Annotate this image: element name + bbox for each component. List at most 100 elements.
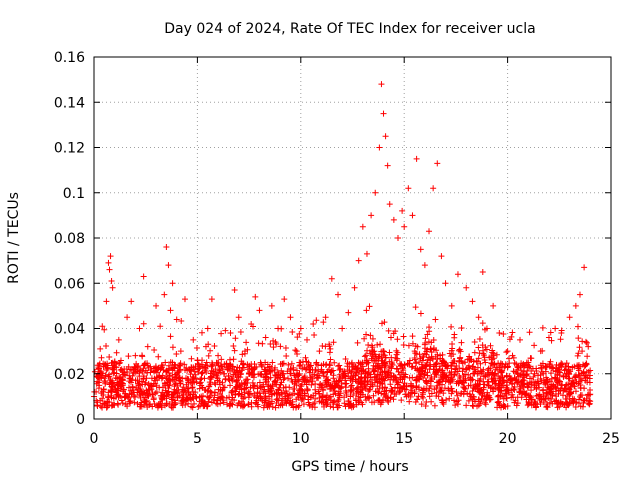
data-point [384,368,391,375]
data-point [214,397,221,404]
data-point [264,361,271,368]
data-point [469,387,476,394]
data-point [280,370,287,377]
data-point [570,400,577,407]
data-point [448,302,455,309]
data-point [373,354,380,361]
data-point [557,387,564,394]
data-point [371,399,378,406]
data-point [273,381,280,388]
data-point [426,385,433,392]
data-point [460,377,467,384]
data-point [117,385,124,392]
data-point [548,370,555,377]
data-point [480,352,487,359]
data-point [402,371,409,378]
data-point [348,359,355,366]
data-point [511,360,518,367]
data-point [140,397,147,404]
data-point [490,302,497,309]
data-point [437,363,444,370]
data-point [269,359,276,366]
data-point [367,383,374,390]
data-point [191,400,198,407]
data-point [453,398,460,405]
data-point [322,314,329,321]
data-point [319,394,326,401]
data-point [327,369,334,376]
data-point [241,348,248,355]
data-point [209,362,216,369]
data-point [547,329,554,336]
data-point [417,310,424,317]
data-point [109,365,116,372]
data-point [409,333,416,340]
data-point [153,374,160,381]
data-point [126,398,133,405]
data-point [339,325,346,332]
data-point [534,378,541,385]
data-point [474,364,481,371]
data-point [244,380,251,387]
y-tick-label: 0.1 [63,186,85,202]
data-point [241,385,248,392]
data-point [308,375,315,382]
data-point [401,223,408,230]
data-point [327,386,334,393]
data-point [167,333,174,340]
data-point [226,394,233,401]
data-point [505,355,512,362]
data-point [378,81,385,88]
data-point [522,391,529,398]
data-point [115,401,122,408]
data-point [191,368,198,375]
data-point [486,394,493,401]
data-point [577,385,584,392]
data-point [363,250,370,257]
data-point [222,327,229,334]
data-point [165,262,172,269]
data-point [448,385,455,392]
data-point [448,390,455,397]
data-point [163,400,170,407]
data-point [140,320,147,327]
data-point [327,356,334,363]
data-point [290,404,297,411]
data-point [134,389,141,396]
data-point [526,394,533,401]
data-points [91,81,594,411]
data-point [490,375,497,382]
data-point [467,377,474,384]
data-point [578,392,585,399]
data-point [440,400,447,407]
data-point [414,396,421,403]
data-point [351,284,358,291]
data-point [368,212,375,219]
data-point [503,349,510,356]
data-point [166,362,173,369]
data-point [587,367,594,374]
data-point [452,366,459,373]
data-point [341,394,348,401]
data-point [273,372,280,379]
data-point [262,379,269,386]
data-point [530,374,537,381]
data-point [514,363,521,370]
data-point [556,378,563,385]
data-point [458,339,465,346]
data-point [101,326,108,333]
data-point [489,356,496,363]
data-point [451,334,458,341]
data-point [312,386,319,393]
data-point [233,377,240,384]
data-point [548,396,555,403]
data-point [431,373,438,380]
data-point [556,362,563,369]
data-point [294,391,301,398]
data-point [479,268,486,275]
data-point [260,388,267,395]
data-point [326,362,333,369]
data-point [442,280,449,287]
data-point [499,374,506,381]
